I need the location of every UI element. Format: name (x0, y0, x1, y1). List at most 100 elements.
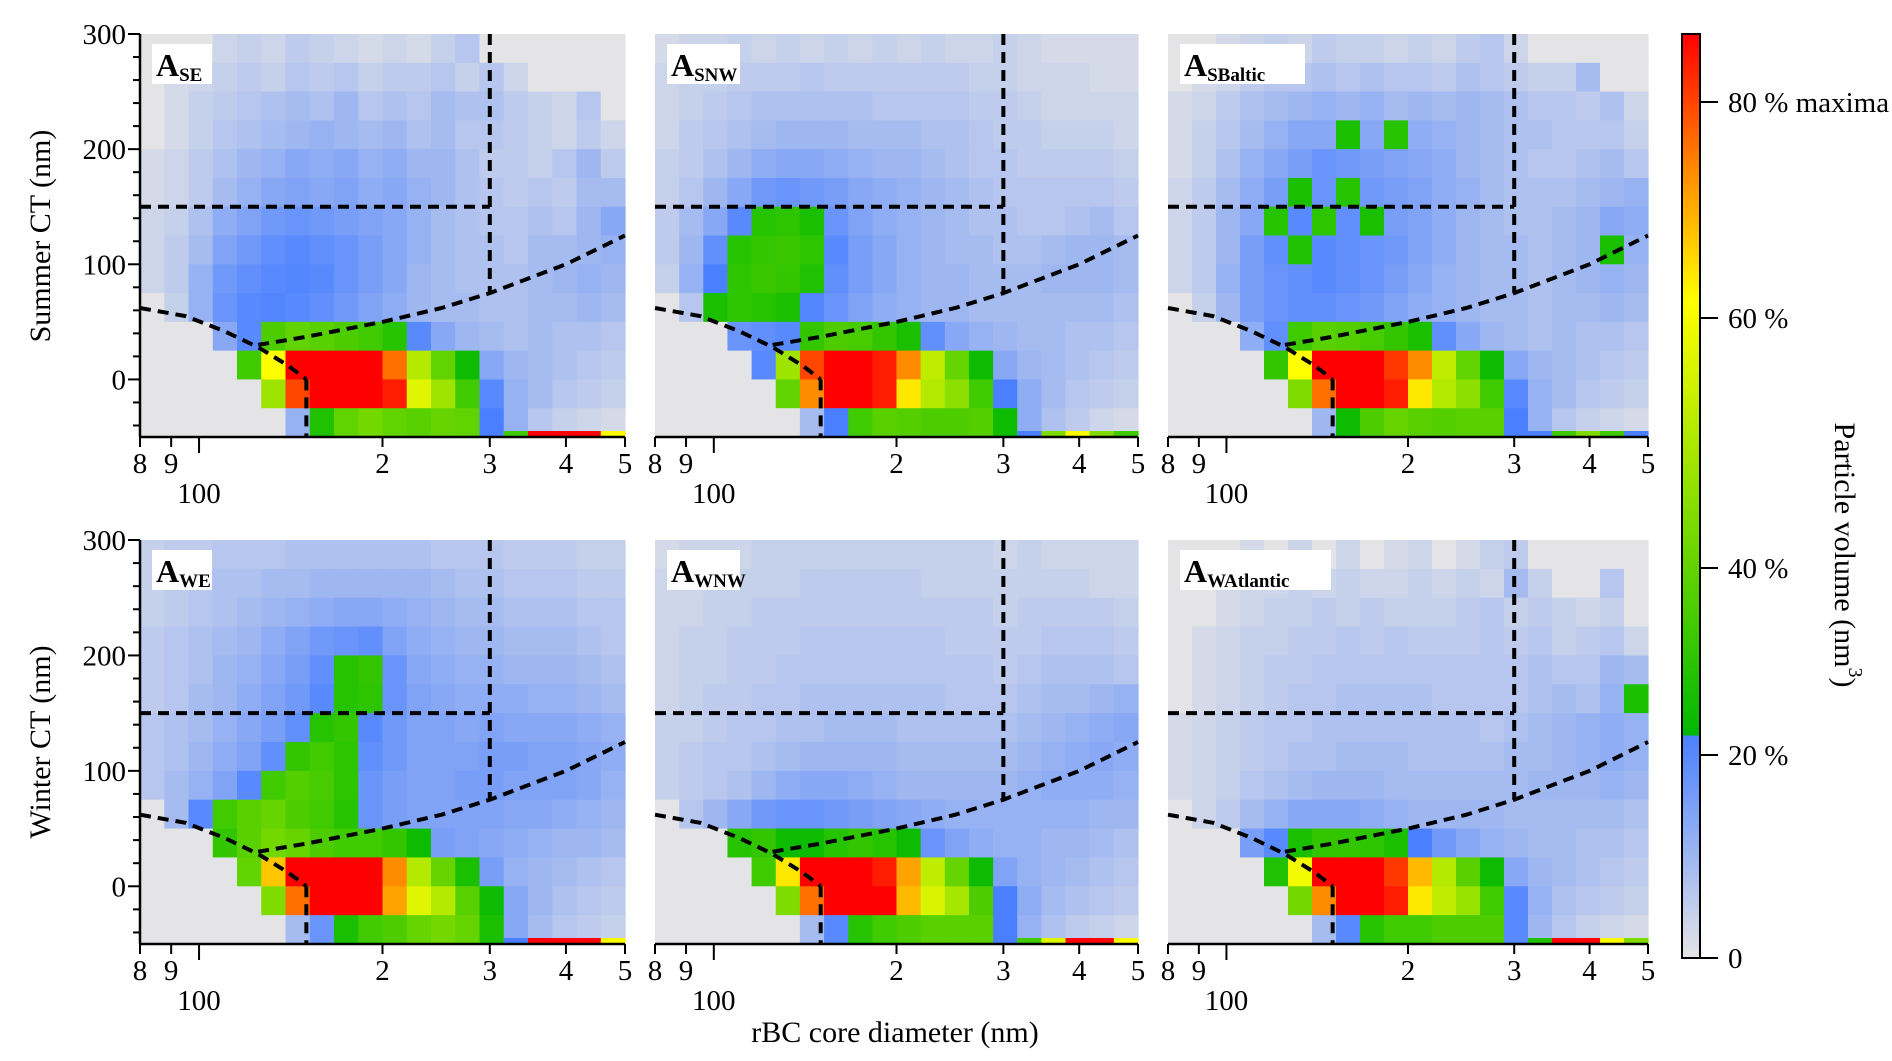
heatmap-cell (1480, 206, 1505, 237)
heatmap-cell (237, 408, 262, 438)
heatmap-cell (1264, 235, 1289, 265)
heatmap-cell (455, 626, 481, 657)
heatmap-cell (1192, 713, 1217, 743)
heatmap-cell (1216, 626, 1241, 657)
heatmap-cell (993, 770, 1018, 801)
x-tick-label: 9 (164, 448, 179, 480)
heatmap-cell (261, 120, 287, 150)
heatmap-cell (576, 713, 602, 743)
heatmap-cell (1360, 713, 1385, 743)
heatmap-cell (896, 379, 922, 409)
heatmap-cell (164, 828, 190, 859)
heatmap-cell (528, 149, 553, 179)
heatmap-cell (212, 915, 238, 945)
heatmap-cell (775, 684, 801, 714)
heatmap-cell (1360, 626, 1385, 657)
heatmap-cell (309, 886, 335, 916)
heatmap-cell (237, 540, 262, 570)
heatmap-cell (703, 408, 729, 438)
heatmap-cell (896, 62, 922, 93)
heatmap-cell (1600, 540, 1625, 570)
heatmap-cell (1041, 177, 1067, 208)
heatmap-cell (334, 206, 359, 237)
heatmap-cell (479, 293, 505, 323)
heatmap-cell (140, 264, 165, 294)
heatmap-cell (1288, 379, 1313, 409)
heatmap-cell (968, 540, 994, 570)
heatmap-cell (1432, 34, 1457, 64)
heatmap-cell (406, 828, 432, 859)
heatmap-cell (1240, 655, 1265, 685)
heatmap-cell (334, 655, 359, 685)
heatmap-cell (1089, 321, 1115, 352)
heatmap-cell (727, 770, 753, 801)
heatmap-cell (775, 379, 801, 409)
heatmap-cell (1480, 120, 1505, 150)
heatmap-cell (382, 713, 408, 743)
heatmap-cell (1456, 206, 1481, 237)
heatmap-cell (576, 886, 602, 916)
heatmap-cell (188, 293, 214, 323)
heatmap-cell (1408, 408, 1433, 438)
heatmap-cell (1624, 149, 1649, 179)
heatmap-cell (455, 91, 481, 121)
heatmap-cell (479, 120, 505, 150)
heatmap-cell (1017, 713, 1042, 743)
heatmap-cell (1113, 597, 1139, 628)
heatmap-cell (1624, 597, 1649, 628)
heatmap-cell (1576, 379, 1601, 409)
heatmap-cell (261, 626, 287, 657)
heatmap-cell (920, 597, 946, 628)
heatmap-cell (334, 742, 359, 772)
heatmap-cell (285, 34, 311, 64)
heatmap-cell (1041, 886, 1067, 916)
reference-lower-boundary (139, 306, 308, 381)
heatmap-cell (140, 149, 165, 179)
heatmap-cell (1288, 91, 1313, 121)
heatmap-cell (1408, 568, 1433, 599)
heatmap-cell (382, 886, 408, 916)
heatmap-cell (799, 540, 825, 570)
heatmap-cell (140, 120, 165, 150)
panel-label-main: A (156, 47, 179, 83)
heatmap-cell (1576, 886, 1601, 916)
heatmap-cell (896, 742, 922, 772)
heatmap-cell (1480, 408, 1505, 438)
heatmap-cell (1480, 235, 1505, 265)
heatmap-cell (528, 713, 553, 743)
heatmap-cell (552, 828, 578, 859)
heatmap-cell (552, 120, 578, 150)
heatmap-cell (1504, 799, 1529, 830)
heatmap-cell (600, 120, 626, 150)
heatmap-cell (848, 206, 873, 237)
panel-label-subscript: WNW (694, 571, 746, 592)
heatmap-cell (1041, 540, 1067, 570)
heatmap-cell (1408, 149, 1433, 179)
heatmap-cell (968, 857, 994, 887)
heatmap-cell (775, 828, 801, 859)
heatmap-cell (358, 857, 384, 887)
heatmap-cell (212, 379, 238, 409)
heatmap-cell (727, 177, 753, 208)
heatmap-cell (1192, 655, 1217, 685)
heatmap-cell (944, 91, 970, 121)
y-tick-label: 300 (83, 525, 127, 557)
heatmap-cell (552, 91, 578, 121)
heatmap-cell (1360, 235, 1385, 265)
heatmap-cell (1552, 350, 1577, 381)
heatmap-cell (1600, 379, 1625, 409)
heatmap-cell (479, 149, 505, 179)
heatmap-cell (1480, 770, 1505, 801)
heatmap-cell (1264, 264, 1289, 294)
heatmap-cell (382, 408, 408, 438)
heatmap-cell (1017, 742, 1042, 772)
panel-label-text: ASBaltic (1184, 47, 1265, 86)
heatmap-cell (896, 149, 922, 179)
heatmap-cell (1168, 684, 1193, 714)
heatmap-cell (164, 597, 190, 628)
heatmap-cell (431, 684, 456, 714)
heatmap-cell (751, 886, 777, 916)
heatmap-cell (727, 206, 753, 237)
